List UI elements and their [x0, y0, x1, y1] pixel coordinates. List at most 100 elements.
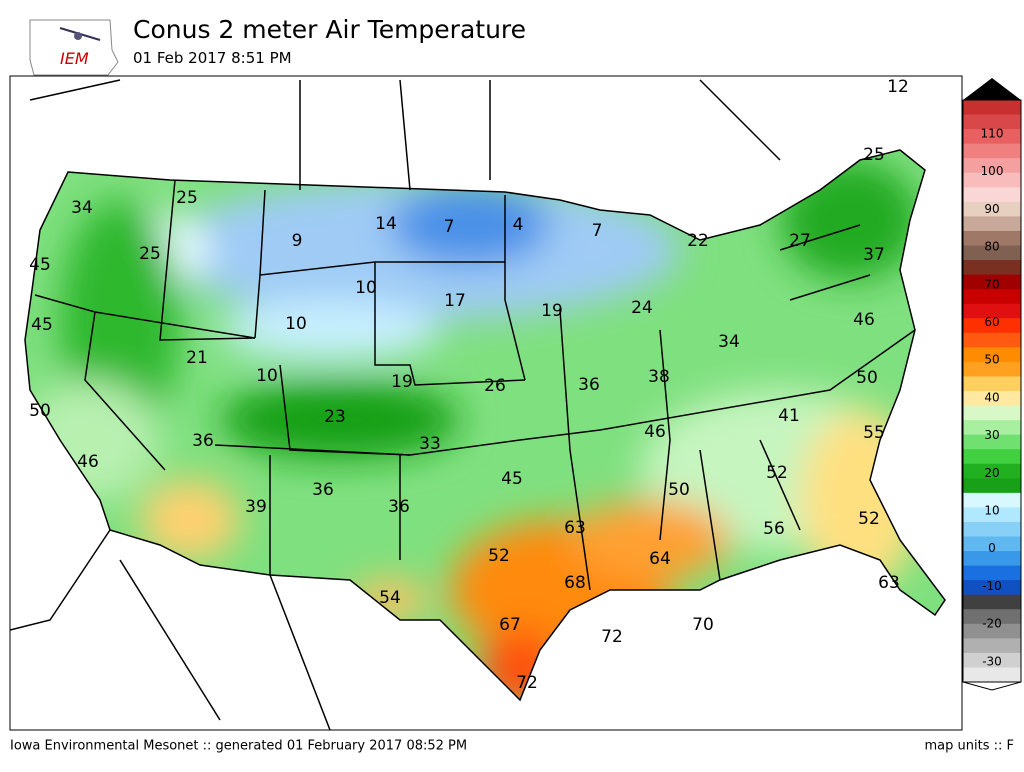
colorbar-band: [963, 361, 1021, 377]
reading: 10: [256, 366, 278, 386]
colorbar-band: [963, 405, 1021, 421]
colorbar-band: [963, 260, 1021, 276]
reading: 36: [578, 375, 600, 395]
reading: 14: [375, 214, 397, 234]
reading: 37: [863, 245, 885, 265]
colorbar-label: -10: [982, 579, 1002, 593]
colorbar-band: [963, 580, 1021, 596]
reading: 34: [718, 332, 740, 352]
reading: 52: [858, 509, 880, 529]
reading: 27: [789, 231, 811, 251]
reading: 52: [766, 463, 788, 483]
colorbar-band: [963, 318, 1021, 334]
colorbar-band: [963, 449, 1021, 465]
colorbar-band: [963, 245, 1021, 261]
reading: 50: [668, 480, 690, 500]
reading: 25: [176, 188, 198, 208]
reading: 67: [499, 615, 521, 635]
colorbar-band: [963, 274, 1021, 290]
credit: Iowa Environmental Mesonet :: generated …: [10, 739, 467, 754]
logo: IEM: [29, 19, 119, 76]
colorbar-label: 10: [984, 504, 999, 518]
colorbar-band: [963, 434, 1021, 450]
colorbar-label: 80: [984, 240, 999, 254]
colorbar-band: [963, 172, 1021, 188]
reading: 19: [391, 372, 413, 392]
colorbar-band: [963, 201, 1021, 217]
colorbar-label: 70: [984, 277, 999, 291]
colorbar-band: [963, 187, 1021, 203]
reading: 25: [139, 244, 161, 264]
reading: 24: [631, 298, 653, 318]
colorbar-band: [963, 609, 1021, 625]
colorbar-label: 30: [984, 428, 999, 442]
reading: 68: [564, 573, 586, 593]
reading: 45: [29, 255, 51, 275]
reading: 36: [312, 480, 334, 500]
colorbar-band: [963, 347, 1021, 363]
colorbar-label: 100: [981, 164, 1004, 178]
colorbar-label: 40: [984, 390, 999, 404]
reading: 50: [29, 401, 51, 421]
colorbar-band: [963, 129, 1021, 145]
subtitle: 01 Feb 2017 8:51 PM: [133, 49, 292, 67]
colorbar-band: [963, 114, 1021, 130]
reading: 19: [541, 301, 563, 321]
reading: 36: [388, 497, 410, 517]
reading: 23: [324, 407, 346, 427]
reading: 45: [31, 315, 53, 335]
map: [10, 76, 962, 730]
reading: 33: [419, 434, 441, 454]
title: Conus 2 meter Air Temperature: [133, 15, 526, 44]
reading: 9: [292, 231, 303, 251]
colorbar-band: [963, 594, 1021, 610]
reading: 50: [856, 368, 878, 388]
reading: 72: [601, 627, 623, 647]
colorbar-band: [963, 376, 1021, 392]
reading: 46: [644, 422, 666, 442]
colorbar-label: -20: [982, 617, 1002, 631]
reading: 17: [444, 291, 466, 311]
reading: 10: [285, 314, 307, 334]
colorbar-band: [963, 216, 1021, 232]
reading: 21: [186, 348, 208, 368]
colorbar-band: [963, 521, 1021, 537]
units: map units :: F: [925, 739, 1014, 754]
reading: 45: [501, 469, 523, 489]
reading: 12: [887, 77, 909, 97]
colorbar-band: [963, 230, 1021, 246]
colorbar-band: [963, 100, 1021, 116]
colorbar-band: [963, 289, 1021, 305]
reading: 46: [77, 452, 99, 472]
colorbar-label: 60: [984, 315, 999, 329]
colorbar-band: [963, 420, 1021, 436]
reading: 34: [71, 198, 93, 218]
colorbar-band: [963, 463, 1021, 479]
colorbar-band: [963, 507, 1021, 523]
colorbar-band: [963, 638, 1021, 654]
reading: 63: [878, 573, 900, 593]
reading: 7: [592, 221, 603, 241]
reading: 63: [564, 518, 586, 538]
reading: 55: [863, 423, 885, 443]
reading: 39: [245, 497, 267, 517]
reading: 38: [648, 367, 670, 387]
colorbar-label: 110: [981, 127, 1004, 141]
colorbar-band: [963, 303, 1021, 319]
colorbar-label: 90: [984, 202, 999, 216]
reading: 22: [687, 231, 709, 251]
reading: 72: [516, 673, 538, 693]
colorbar-frame: [962, 99, 1022, 683]
reading: 70: [692, 615, 714, 635]
colorbar-band: [963, 536, 1021, 552]
reading: 64: [649, 549, 671, 569]
colorbar-label: 20: [984, 466, 999, 480]
logo-text: IEM: [60, 49, 89, 68]
reading: 46: [853, 310, 875, 330]
reading: 41: [778, 406, 800, 426]
reading: 25: [863, 145, 885, 165]
colorbar-band: [963, 143, 1021, 159]
reading: 10: [355, 278, 377, 298]
reading: 54: [379, 588, 401, 608]
